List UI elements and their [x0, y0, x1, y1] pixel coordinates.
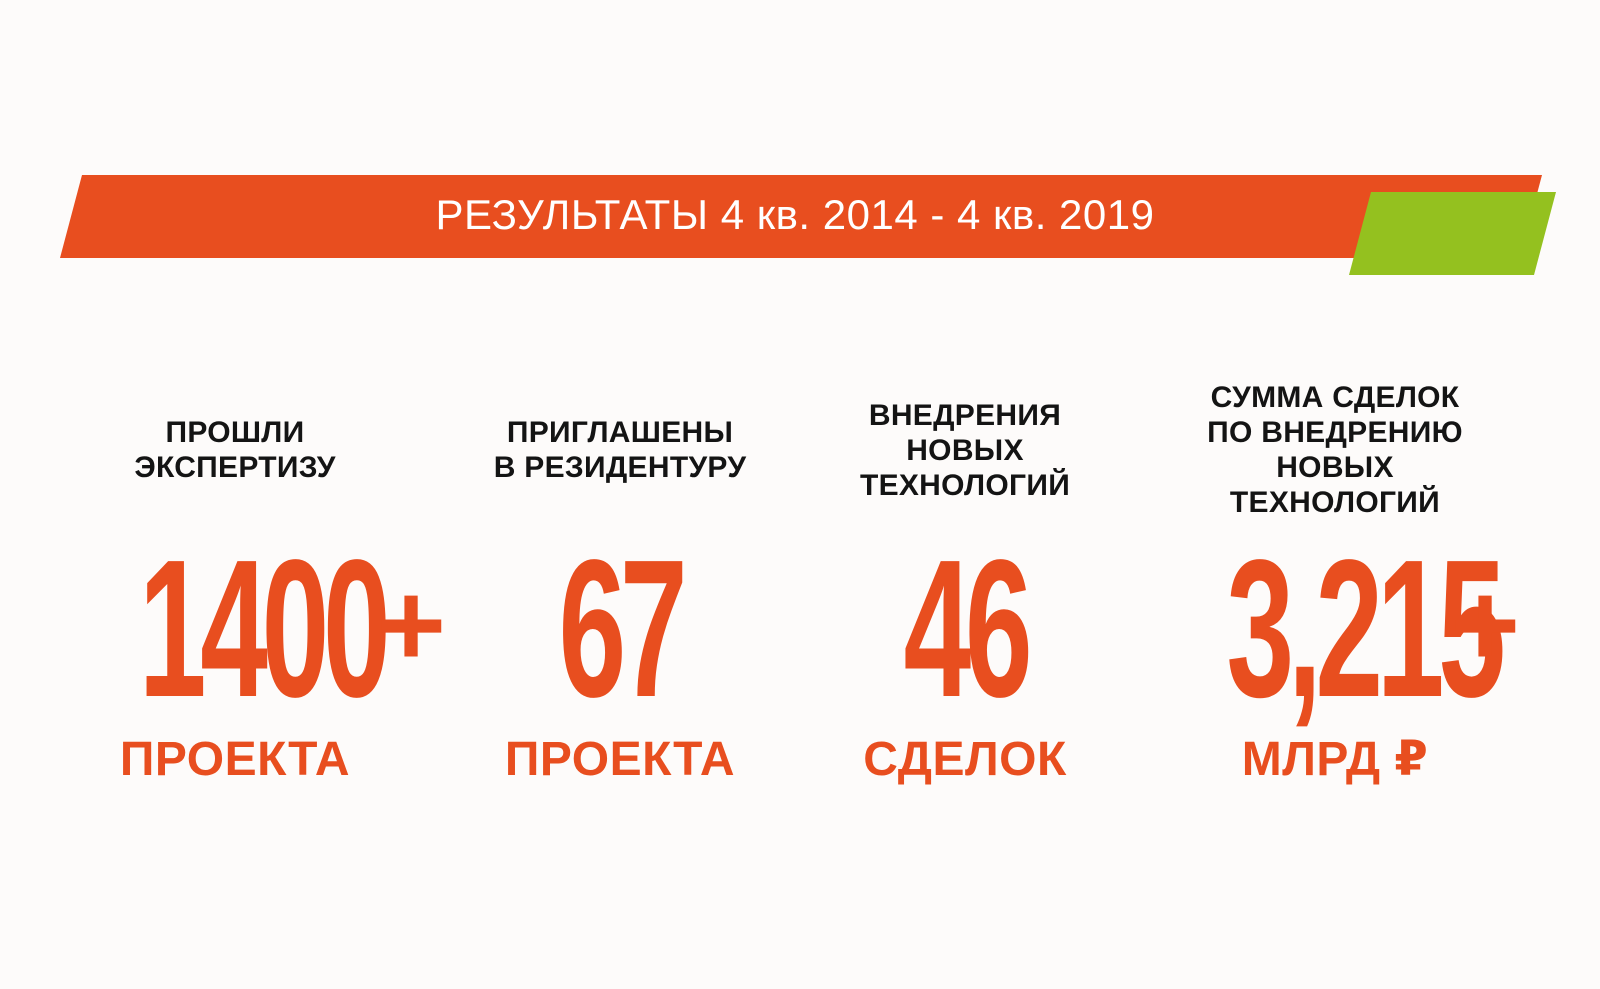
- stat-expertise-plus: +: [376, 558, 447, 692]
- banner-graphic: [60, 175, 1556, 275]
- stat-label: СУММА СДЕЛОК ПО ВНЕДРЕНИЮ НОВЫХ ТЕХНОЛОГ…: [1207, 381, 1463, 519]
- stat-label: ПРИГЛАШЕНЫ В РЕЗИДЕНТУРУ: [493, 416, 747, 484]
- banner-title: РЕЗУЛЬТАТЫ 4 кв. 2014 - 4 кв. 2019: [435, 191, 1155, 238]
- stat-value: 67: [558, 519, 688, 738]
- stat-deal-amount: СУММА СДЕЛОК ПО ВНЕДРЕНИЮ НОВЫХ ТЕХНОЛОГ…: [1160, 375, 1510, 795]
- stat-unit: ПРОЕКТА: [504, 733, 736, 786]
- stat-value: 3,215: [1226, 519, 1506, 738]
- stat-label: ПРОШЛИ ЭКСПЕРТИЗУ: [134, 416, 336, 484]
- stat-residency: ПРИГЛАШЕНЫ В РЕЗИДЕНТУРУ 67 ПРОЕКТА: [470, 375, 770, 795]
- stat-label: ВНЕДРЕНИЯ НОВЫХ ТЕХНОЛОГИЙ: [859, 398, 1071, 502]
- stat-deployments: ВНЕДРЕНИЯ НОВЫХ ТЕХНОЛОГИЙ 46 СДЕЛОК: [815, 375, 1115, 795]
- banner-green-accent: [1349, 192, 1556, 275]
- stat-deal-amount-plus: +: [1450, 558, 1521, 692]
- stat-unit: ПРОЕКТА: [119, 733, 351, 786]
- stat-expertise: ПРОШЛИ ЭКСПЕРТИЗУ 1400 ПРОЕКТА: [80, 375, 391, 795]
- stat-value: 1400: [138, 519, 391, 738]
- stat-unit: МЛРД ₽: [1241, 733, 1429, 786]
- banner-orange-stripe: [60, 175, 1542, 258]
- stat-unit: СДЕЛОК: [863, 733, 1067, 786]
- stat-value: 46: [903, 519, 1033, 738]
